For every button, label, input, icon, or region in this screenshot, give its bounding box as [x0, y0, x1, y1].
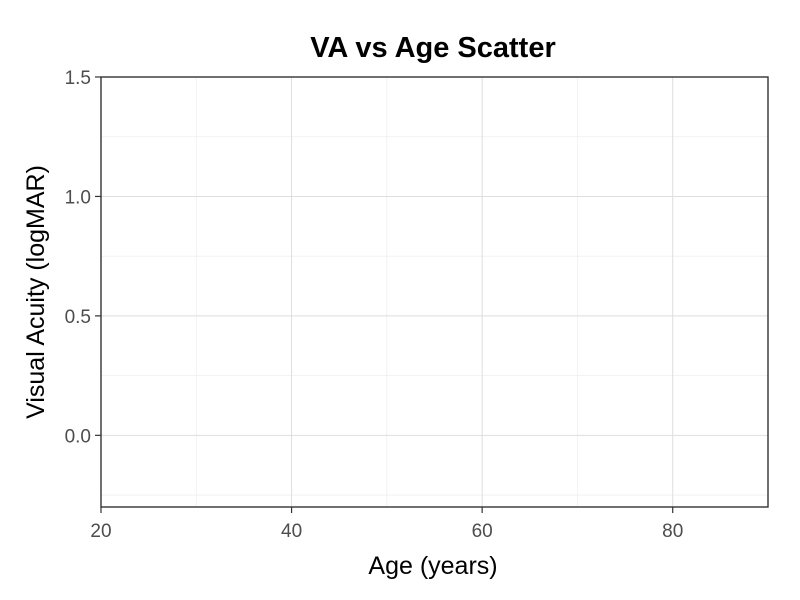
x-tick-label: 20 [90, 521, 111, 542]
y-tick-label: 0.5 [65, 307, 91, 328]
x-axis-label: Age (years) [368, 552, 497, 580]
y-tick-label: 1.5 [65, 68, 91, 89]
x-axis-ticks: 20 40 60 80 [90, 507, 683, 542]
y-tick-label: 0.0 [65, 426, 91, 447]
x-tick-label: 80 [662, 521, 683, 542]
x-tick-label: 40 [281, 521, 302, 542]
minor-gridlines [101, 77, 768, 507]
plot-panel-border [100, 76, 769, 508]
y-axis-ticks: 0.0 0.5 1.0 1.5 [65, 68, 101, 447]
y-axis-label: Visual Acuity (logMAR) [22, 165, 50, 419]
chart-title: VA vs Age Scatter [310, 32, 556, 64]
x-tick-label: 60 [472, 521, 493, 542]
y-tick-label: 1.0 [65, 187, 91, 208]
